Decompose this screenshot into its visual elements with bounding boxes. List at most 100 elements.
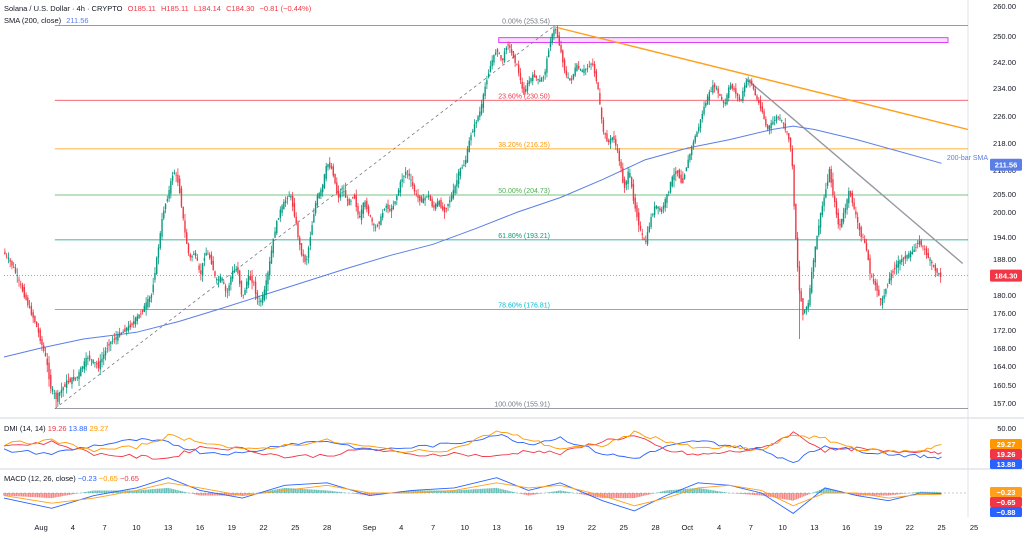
- candle-body: [700, 119, 701, 128]
- candle-body: [534, 74, 535, 77]
- candle-body: [460, 168, 461, 175]
- macd-histogram-bar: [86, 492, 87, 493]
- macd-histogram-bar: [538, 493, 539, 494]
- macd-histogram-bar: [9, 493, 10, 496]
- candle-body: [207, 254, 208, 255]
- candle-body: [776, 117, 777, 121]
- candle-body: [813, 260, 814, 272]
- candle-body: [767, 125, 768, 128]
- macd-histogram-bar: [83, 492, 84, 493]
- candle-body: [174, 172, 175, 174]
- candle-body: [184, 221, 185, 233]
- macd-histogram-bar: [510, 491, 511, 493]
- macd-histogram-bar: [934, 492, 935, 493]
- ohlc-change: −0.81 (−0.44%): [260, 4, 312, 13]
- candle-body: [89, 355, 90, 359]
- macd-histogram-bar: [76, 493, 77, 494]
- candle-body: [499, 53, 500, 54]
- sma-legend-label: SMA (200, close): [4, 16, 61, 25]
- macd-histogram-bar: [482, 489, 483, 493]
- candle-body: [642, 233, 643, 234]
- candle-body: [587, 68, 588, 69]
- candle-body: [827, 182, 828, 186]
- macd-histogram-bar: [565, 491, 566, 493]
- candle-body: [361, 210, 362, 220]
- candle-body: [903, 258, 904, 259]
- macd-histogram-bar: [494, 488, 495, 493]
- candle-body: [32, 312, 33, 317]
- candle-body: [829, 169, 830, 182]
- macd-histogram-bar: [805, 493, 806, 496]
- candle-body: [502, 58, 503, 60]
- candle-body: [322, 185, 323, 193]
- candle-body: [320, 190, 321, 197]
- macd-histogram-bar: [757, 493, 758, 495]
- candle-body: [755, 89, 756, 95]
- candle-body: [214, 271, 215, 276]
- macd-histogram-bar: [97, 490, 98, 493]
- macd-histogram-bar: [697, 488, 698, 493]
- candle-body: [470, 135, 471, 140]
- candle-body: [488, 73, 489, 77]
- candle-body: [163, 211, 164, 219]
- candle-body: [783, 123, 784, 124]
- macd-tag-label: −0.88: [997, 508, 1016, 517]
- macd-histogram-bar: [176, 490, 177, 493]
- candle-body: [440, 200, 441, 208]
- candle-body: [659, 208, 660, 211]
- candle-body: [543, 77, 544, 78]
- macd-histogram-bar: [492, 488, 493, 493]
- macd-histogram-bar: [47, 493, 48, 498]
- y-tick-label: 250.00: [993, 32, 1016, 41]
- candle-body: [435, 204, 436, 209]
- candle-body: [299, 237, 300, 244]
- candle-body: [529, 81, 530, 84]
- candle-body: [476, 122, 477, 124]
- ohlc-open: O185.11: [128, 4, 156, 13]
- macd-histogram-bar: [32, 493, 33, 497]
- candle-body: [345, 190, 346, 198]
- macd-histogram-bar: [807, 493, 808, 495]
- candle-body: [836, 201, 837, 214]
- x-tick-label: 13: [164, 523, 172, 532]
- candle-body: [241, 281, 242, 294]
- macd-histogram-bar: [570, 492, 571, 493]
- candle-body: [340, 194, 341, 198]
- macd-histogram-bar: [639, 493, 640, 497]
- candle-body: [684, 175, 685, 179]
- macd-histogram-bar: [192, 493, 193, 494]
- x-tick-label: 28: [323, 523, 331, 532]
- candle-body: [197, 258, 198, 261]
- candle-body: [48, 363, 49, 380]
- macd-histogram-bar: [183, 492, 184, 493]
- candle-body: [899, 260, 900, 264]
- candle-body: [493, 55, 494, 63]
- macd-histogram-bar: [307, 489, 308, 493]
- candle-body: [935, 265, 936, 271]
- candle-body: [617, 148, 618, 151]
- candle-body: [333, 166, 334, 175]
- candle-body: [317, 195, 318, 205]
- macd-histogram-bar: [627, 493, 628, 498]
- candle-body: [183, 207, 184, 219]
- macd-histogram-bar: [475, 489, 476, 493]
- candle-body: [269, 261, 270, 275]
- macd-histogram-bar: [618, 493, 619, 498]
- macd-histogram-bar: [524, 493, 525, 495]
- candle-body: [469, 141, 470, 152]
- candle-body: [92, 360, 93, 363]
- candle-body: [629, 173, 630, 177]
- candle-body: [327, 164, 328, 167]
- macd-histogram-bar: [890, 493, 891, 495]
- macd-histogram-bar: [139, 490, 140, 493]
- candle-body: [585, 69, 586, 70]
- candle-body: [509, 46, 510, 48]
- candle-body: [400, 182, 401, 193]
- candle-body: [898, 261, 899, 267]
- candle-body: [77, 377, 78, 378]
- x-tick-label: Aug: [34, 523, 47, 532]
- macd-histogram-bar: [21, 493, 22, 497]
- macd-histogram-bar: [148, 489, 149, 493]
- dmi-legend-adx: 29.27: [90, 424, 109, 433]
